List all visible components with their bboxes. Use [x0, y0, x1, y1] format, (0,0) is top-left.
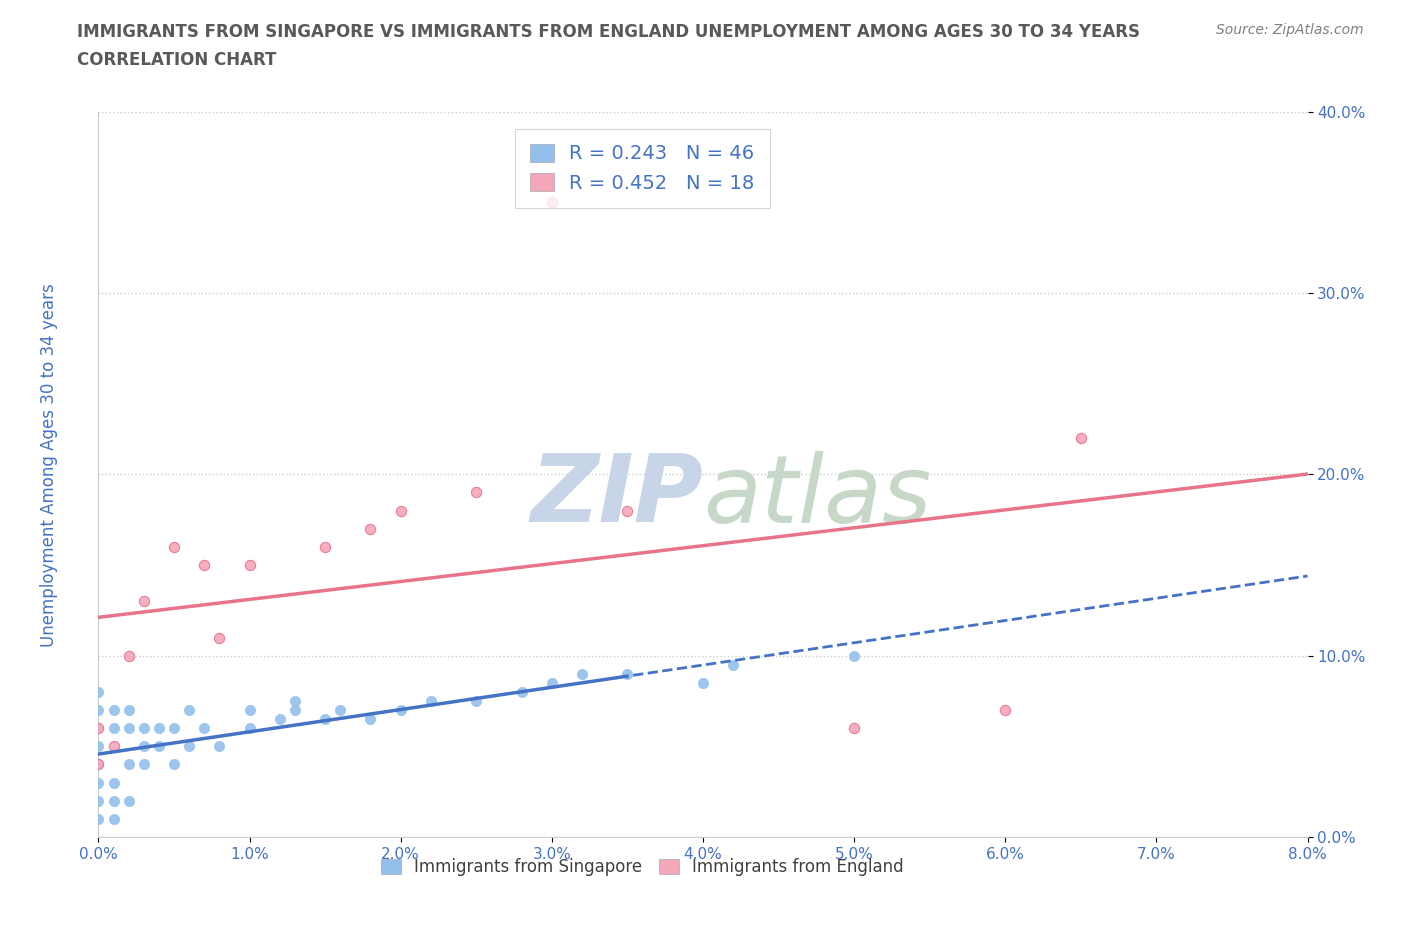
Point — [163, 721, 186, 736]
Point — [314, 711, 336, 726]
Point — [510, 684, 533, 699]
Point — [389, 703, 412, 718]
Point — [163, 757, 186, 772]
Point — [844, 721, 866, 736]
Point — [314, 539, 336, 554]
Point — [132, 738, 155, 753]
Point — [465, 694, 488, 709]
Point — [179, 738, 201, 753]
Point — [118, 793, 141, 808]
Point — [163, 539, 186, 554]
Point — [844, 648, 866, 663]
Point — [87, 811, 110, 827]
Point — [87, 757, 110, 772]
Point — [148, 721, 170, 736]
Point — [132, 721, 155, 736]
Point — [118, 648, 141, 663]
Point — [239, 703, 262, 718]
Point — [540, 675, 562, 690]
Point — [571, 667, 593, 682]
Point — [87, 793, 110, 808]
Point — [132, 757, 155, 772]
Point — [87, 721, 110, 736]
Point — [87, 738, 110, 753]
Point — [284, 694, 307, 709]
Point — [103, 811, 125, 827]
Point — [118, 703, 141, 718]
Point — [389, 503, 412, 518]
Point — [208, 631, 231, 645]
Point — [239, 721, 262, 736]
Point — [616, 667, 638, 682]
Point — [616, 503, 638, 518]
Text: CORRELATION CHART: CORRELATION CHART — [77, 51, 277, 69]
Point — [360, 711, 382, 726]
Point — [103, 703, 125, 718]
Point — [103, 738, 125, 753]
Point — [360, 521, 382, 536]
Text: ZIP: ZIP — [530, 450, 703, 542]
Point — [994, 703, 1017, 718]
Point — [87, 703, 110, 718]
Point — [132, 594, 155, 609]
Point — [87, 684, 110, 699]
Point — [284, 703, 307, 718]
Text: Source: ZipAtlas.com: Source: ZipAtlas.com — [1216, 23, 1364, 37]
Point — [1070, 431, 1092, 445]
Point — [540, 195, 562, 210]
Point — [420, 694, 443, 709]
Point — [148, 738, 170, 753]
Point — [723, 658, 745, 672]
Point — [208, 738, 231, 753]
Legend: Immigrants from Singapore, Immigrants from England: Immigrants from Singapore, Immigrants fr… — [374, 852, 911, 883]
Text: Unemployment Among Ages 30 to 34 years: Unemployment Among Ages 30 to 34 years — [41, 283, 58, 647]
Point — [103, 721, 125, 736]
Point — [692, 675, 714, 690]
Point — [118, 757, 141, 772]
Point — [239, 558, 262, 573]
Text: IMMIGRANTS FROM SINGAPORE VS IMMIGRANTS FROM ENGLAND UNEMPLOYMENT AMONG AGES 30 : IMMIGRANTS FROM SINGAPORE VS IMMIGRANTS … — [77, 23, 1140, 41]
Point — [87, 757, 110, 772]
Point — [193, 558, 215, 573]
Point — [118, 721, 141, 736]
Point — [87, 776, 110, 790]
Point — [465, 485, 488, 500]
Point — [193, 721, 215, 736]
Point — [269, 711, 291, 726]
Point — [329, 703, 352, 718]
Point — [103, 776, 125, 790]
Point — [103, 793, 125, 808]
Point — [87, 721, 110, 736]
Text: atlas: atlas — [703, 450, 931, 541]
Point — [179, 703, 201, 718]
